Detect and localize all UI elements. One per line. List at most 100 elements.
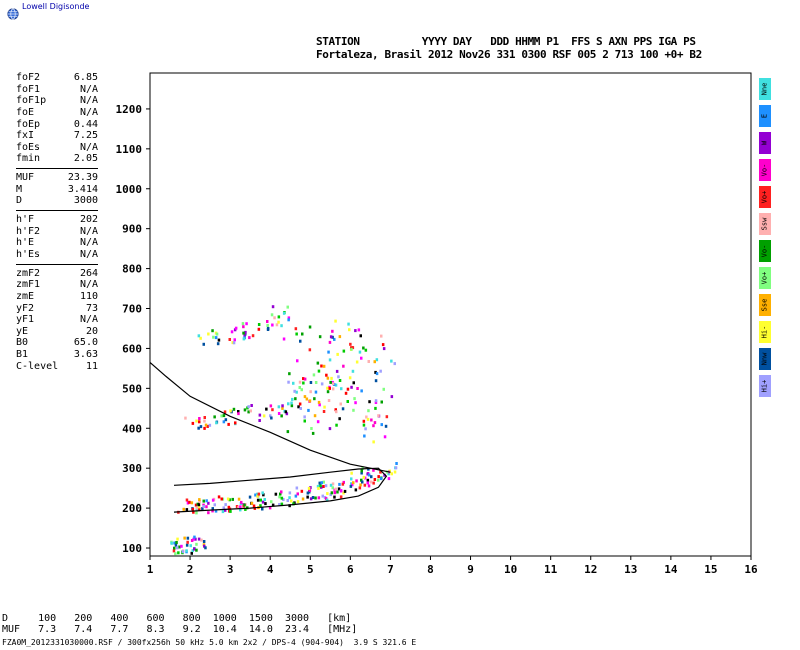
echo-point — [222, 420, 226, 424]
x-tick-label: 15 — [704, 563, 717, 576]
echo-point — [334, 383, 338, 387]
echo-point — [175, 541, 178, 544]
echo-point — [280, 414, 283, 418]
y-tick-label: 300 — [122, 462, 142, 475]
echo-point — [321, 494, 324, 498]
echo-point — [379, 470, 382, 474]
echo-point — [203, 426, 206, 430]
param-name: fxI — [16, 130, 35, 142]
param-row: foE N/A — [16, 107, 98, 119]
echo-point — [388, 469, 391, 473]
echo-point — [383, 435, 387, 439]
legend-label: Ssw — [760, 217, 769, 231]
echo-point — [191, 507, 195, 511]
echo-point — [232, 407, 236, 411]
echo-point — [292, 502, 295, 506]
param-separator — [16, 168, 98, 170]
echo-point — [362, 346, 365, 350]
echo-point — [198, 417, 201, 420]
echo-point — [366, 417, 370, 421]
echo-point — [172, 549, 176, 553]
echo-point — [349, 342, 352, 346]
echo-point — [305, 397, 309, 401]
profile-curve — [173, 467, 388, 513]
x-tick-label: 9 — [467, 563, 474, 576]
echo-point — [242, 325, 245, 329]
echo-point — [308, 325, 312, 329]
echo-point — [199, 336, 202, 340]
echo-point — [380, 423, 383, 427]
param-name: zmF1 — [16, 279, 41, 291]
echo-point — [330, 491, 334, 495]
echo-point — [297, 405, 300, 409]
echo-point — [377, 475, 380, 479]
echo-point — [182, 507, 185, 511]
echo-point — [320, 481, 323, 485]
legend-label: Vo- — [760, 244, 769, 258]
echo-point — [244, 330, 247, 334]
profile-curve — [149, 361, 391, 473]
param-value: 2.05 — [73, 153, 98, 165]
echo-point — [298, 386, 301, 389]
echo-point — [270, 416, 273, 420]
echo-point — [203, 419, 206, 423]
echo-point — [244, 507, 247, 511]
echo-point — [306, 491, 310, 495]
echo-point — [282, 311, 286, 315]
echo-point — [197, 505, 201, 509]
param-value: N/A — [79, 279, 98, 291]
echo-point — [266, 327, 270, 330]
echo-point — [375, 372, 379, 376]
echo-point — [284, 410, 288, 414]
echo-point — [347, 322, 350, 326]
echo-point — [323, 405, 326, 409]
legend-label: E — [760, 113, 769, 119]
echo-point — [359, 334, 362, 338]
echo-point — [292, 381, 295, 385]
echo-point — [185, 549, 188, 553]
echo-point — [299, 407, 302, 410]
echo-point — [280, 324, 283, 328]
param-name: h'Es — [16, 248, 41, 260]
echo-point — [319, 484, 322, 488]
echo-point — [224, 503, 227, 507]
echo-point — [198, 500, 201, 503]
echo-point — [257, 323, 261, 326]
echo-point — [205, 499, 208, 503]
echo-point — [195, 511, 198, 515]
echo-point — [294, 327, 298, 331]
echo-point — [239, 505, 242, 509]
echo-point — [221, 510, 225, 514]
echo-point — [202, 342, 205, 346]
echo-point — [308, 490, 311, 494]
echo-point — [220, 497, 223, 501]
echo-point — [317, 369, 321, 373]
echo-point — [288, 491, 292, 495]
param-row: foEs N/A — [16, 142, 98, 154]
echo-point — [372, 468, 375, 472]
echo-point — [342, 364, 345, 368]
param-row: fmin 2.05 — [16, 153, 98, 165]
echo-point — [233, 328, 237, 332]
echo-point — [393, 470, 397, 474]
echo-point — [300, 388, 303, 392]
echo-point — [336, 490, 339, 494]
echo-point — [271, 305, 275, 309]
echo-point — [340, 387, 343, 391]
echo-point — [204, 546, 207, 550]
echo-point — [380, 400, 383, 404]
chart-echoes — [170, 305, 398, 556]
echo-point — [205, 505, 208, 509]
echo-point — [224, 508, 227, 512]
echo-point — [303, 377, 307, 381]
echo-point — [320, 364, 323, 368]
param-name: B0 — [16, 337, 29, 349]
param-row: zmE 110 — [16, 291, 98, 303]
echo-point — [331, 335, 334, 339]
echo-point — [329, 335, 333, 339]
echo-point — [266, 324, 269, 327]
echo-point — [200, 538, 203, 542]
echo-point — [307, 408, 310, 412]
echo-point — [374, 406, 377, 410]
echo-point — [349, 484, 353, 488]
